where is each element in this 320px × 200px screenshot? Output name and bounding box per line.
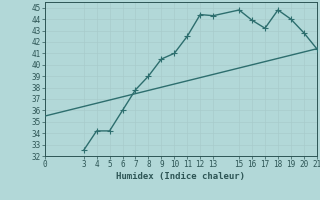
X-axis label: Humidex (Indice chaleur): Humidex (Indice chaleur)	[116, 172, 245, 181]
